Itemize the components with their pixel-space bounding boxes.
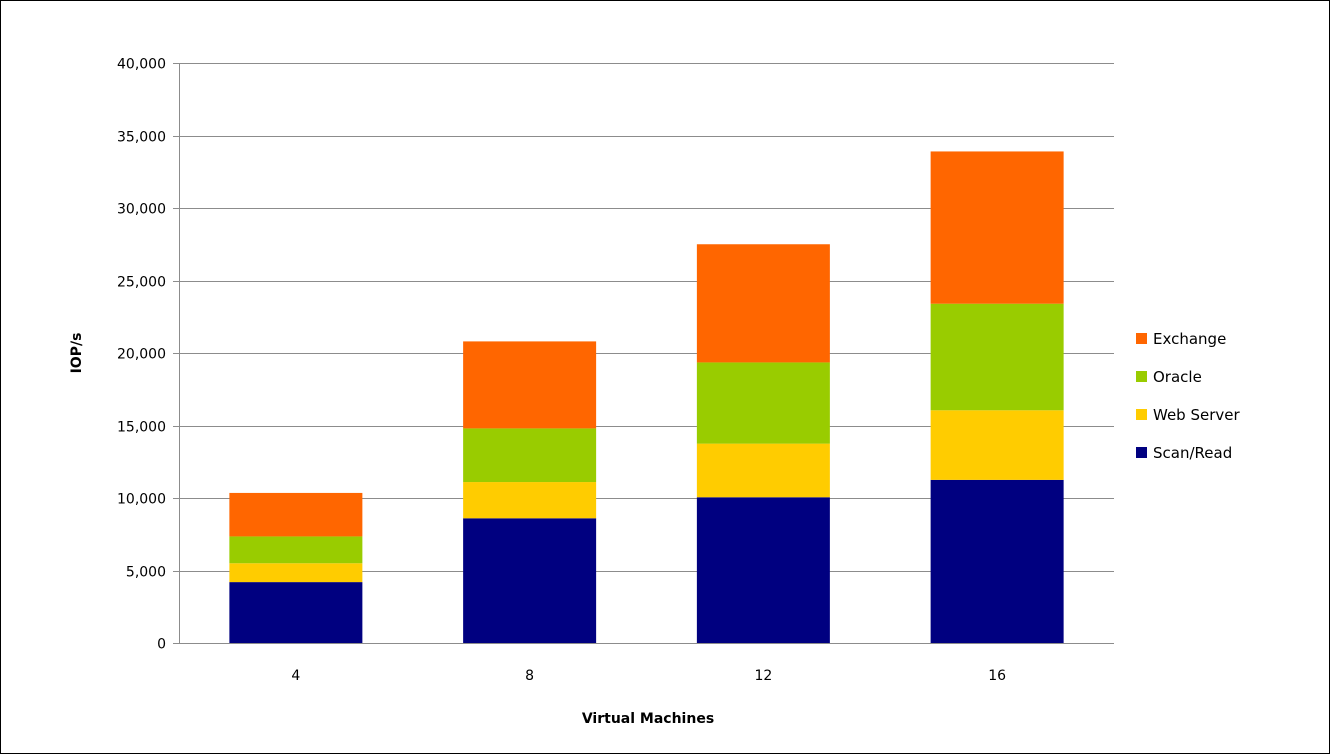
x-tick-label: 8 [525,668,534,684]
y-axis-title: IOP/s [69,333,85,374]
x-tick-label: 12 [754,668,772,684]
legend-swatch-scan-read [1136,447,1147,458]
x-axis-title: Virtual Machines [582,711,714,727]
bar-segment-scan-read [930,479,1064,643]
y-tick-label: 40,000 [117,57,166,73]
legend-label-exchange: Exchange [1153,330,1226,348]
x-tick-labels: 4 8 12 16 [291,668,1006,684]
legend-swatch-oracle [1136,371,1147,382]
x-tick-label: 16 [988,668,1006,684]
y-tick-labels: 0 5,000 10,000 15,000 20,000 25,000 30,000 35,0… [117,57,166,653]
legend-swatch-exchange [1136,333,1147,344]
bars [229,151,1064,643]
bar-segment-oracle [463,428,597,483]
bar-segment-exchange [229,492,363,537]
bar-segment-web-server [229,563,363,583]
bar-segment-scan-read [229,582,363,643]
bar-segment-web-server [696,443,830,498]
bar-segment-web-server [930,410,1064,480]
y-tick-label: 20,000 [117,347,166,363]
y-tick-label: 35,000 [117,130,166,146]
y-tick-label: 30,000 [117,202,166,218]
legend-label-oracle: Oracle [1153,368,1202,386]
legend-swatch-web-server [1136,409,1147,420]
bar-segment-scan-read [463,518,597,643]
bar-segment-scan-read [696,497,830,643]
legend: Exchange Oracle Web Server Scan/Read [1136,330,1240,462]
legend-label-scan-read: Scan/Read [1153,444,1232,462]
y-tick-label: 15,000 [117,420,166,436]
y-tick-label: 10,000 [117,492,166,508]
bar-segment-oracle [229,536,363,564]
y-tick-label: 25,000 [117,275,166,291]
bar-segment-exchange [930,151,1064,304]
bar-segment-oracle [696,362,830,444]
y-tick-label: 5,000 [126,565,166,581]
x-tick-label: 4 [291,668,300,684]
bar-segment-exchange [696,244,830,363]
legend-label-web-server: Web Server [1153,406,1240,424]
bar-segment-oracle [930,303,1064,411]
axes [179,63,1114,644]
y-tick-label: 0 [157,637,166,653]
bar-segment-web-server [463,482,597,519]
bar-segment-exchange [463,341,597,429]
